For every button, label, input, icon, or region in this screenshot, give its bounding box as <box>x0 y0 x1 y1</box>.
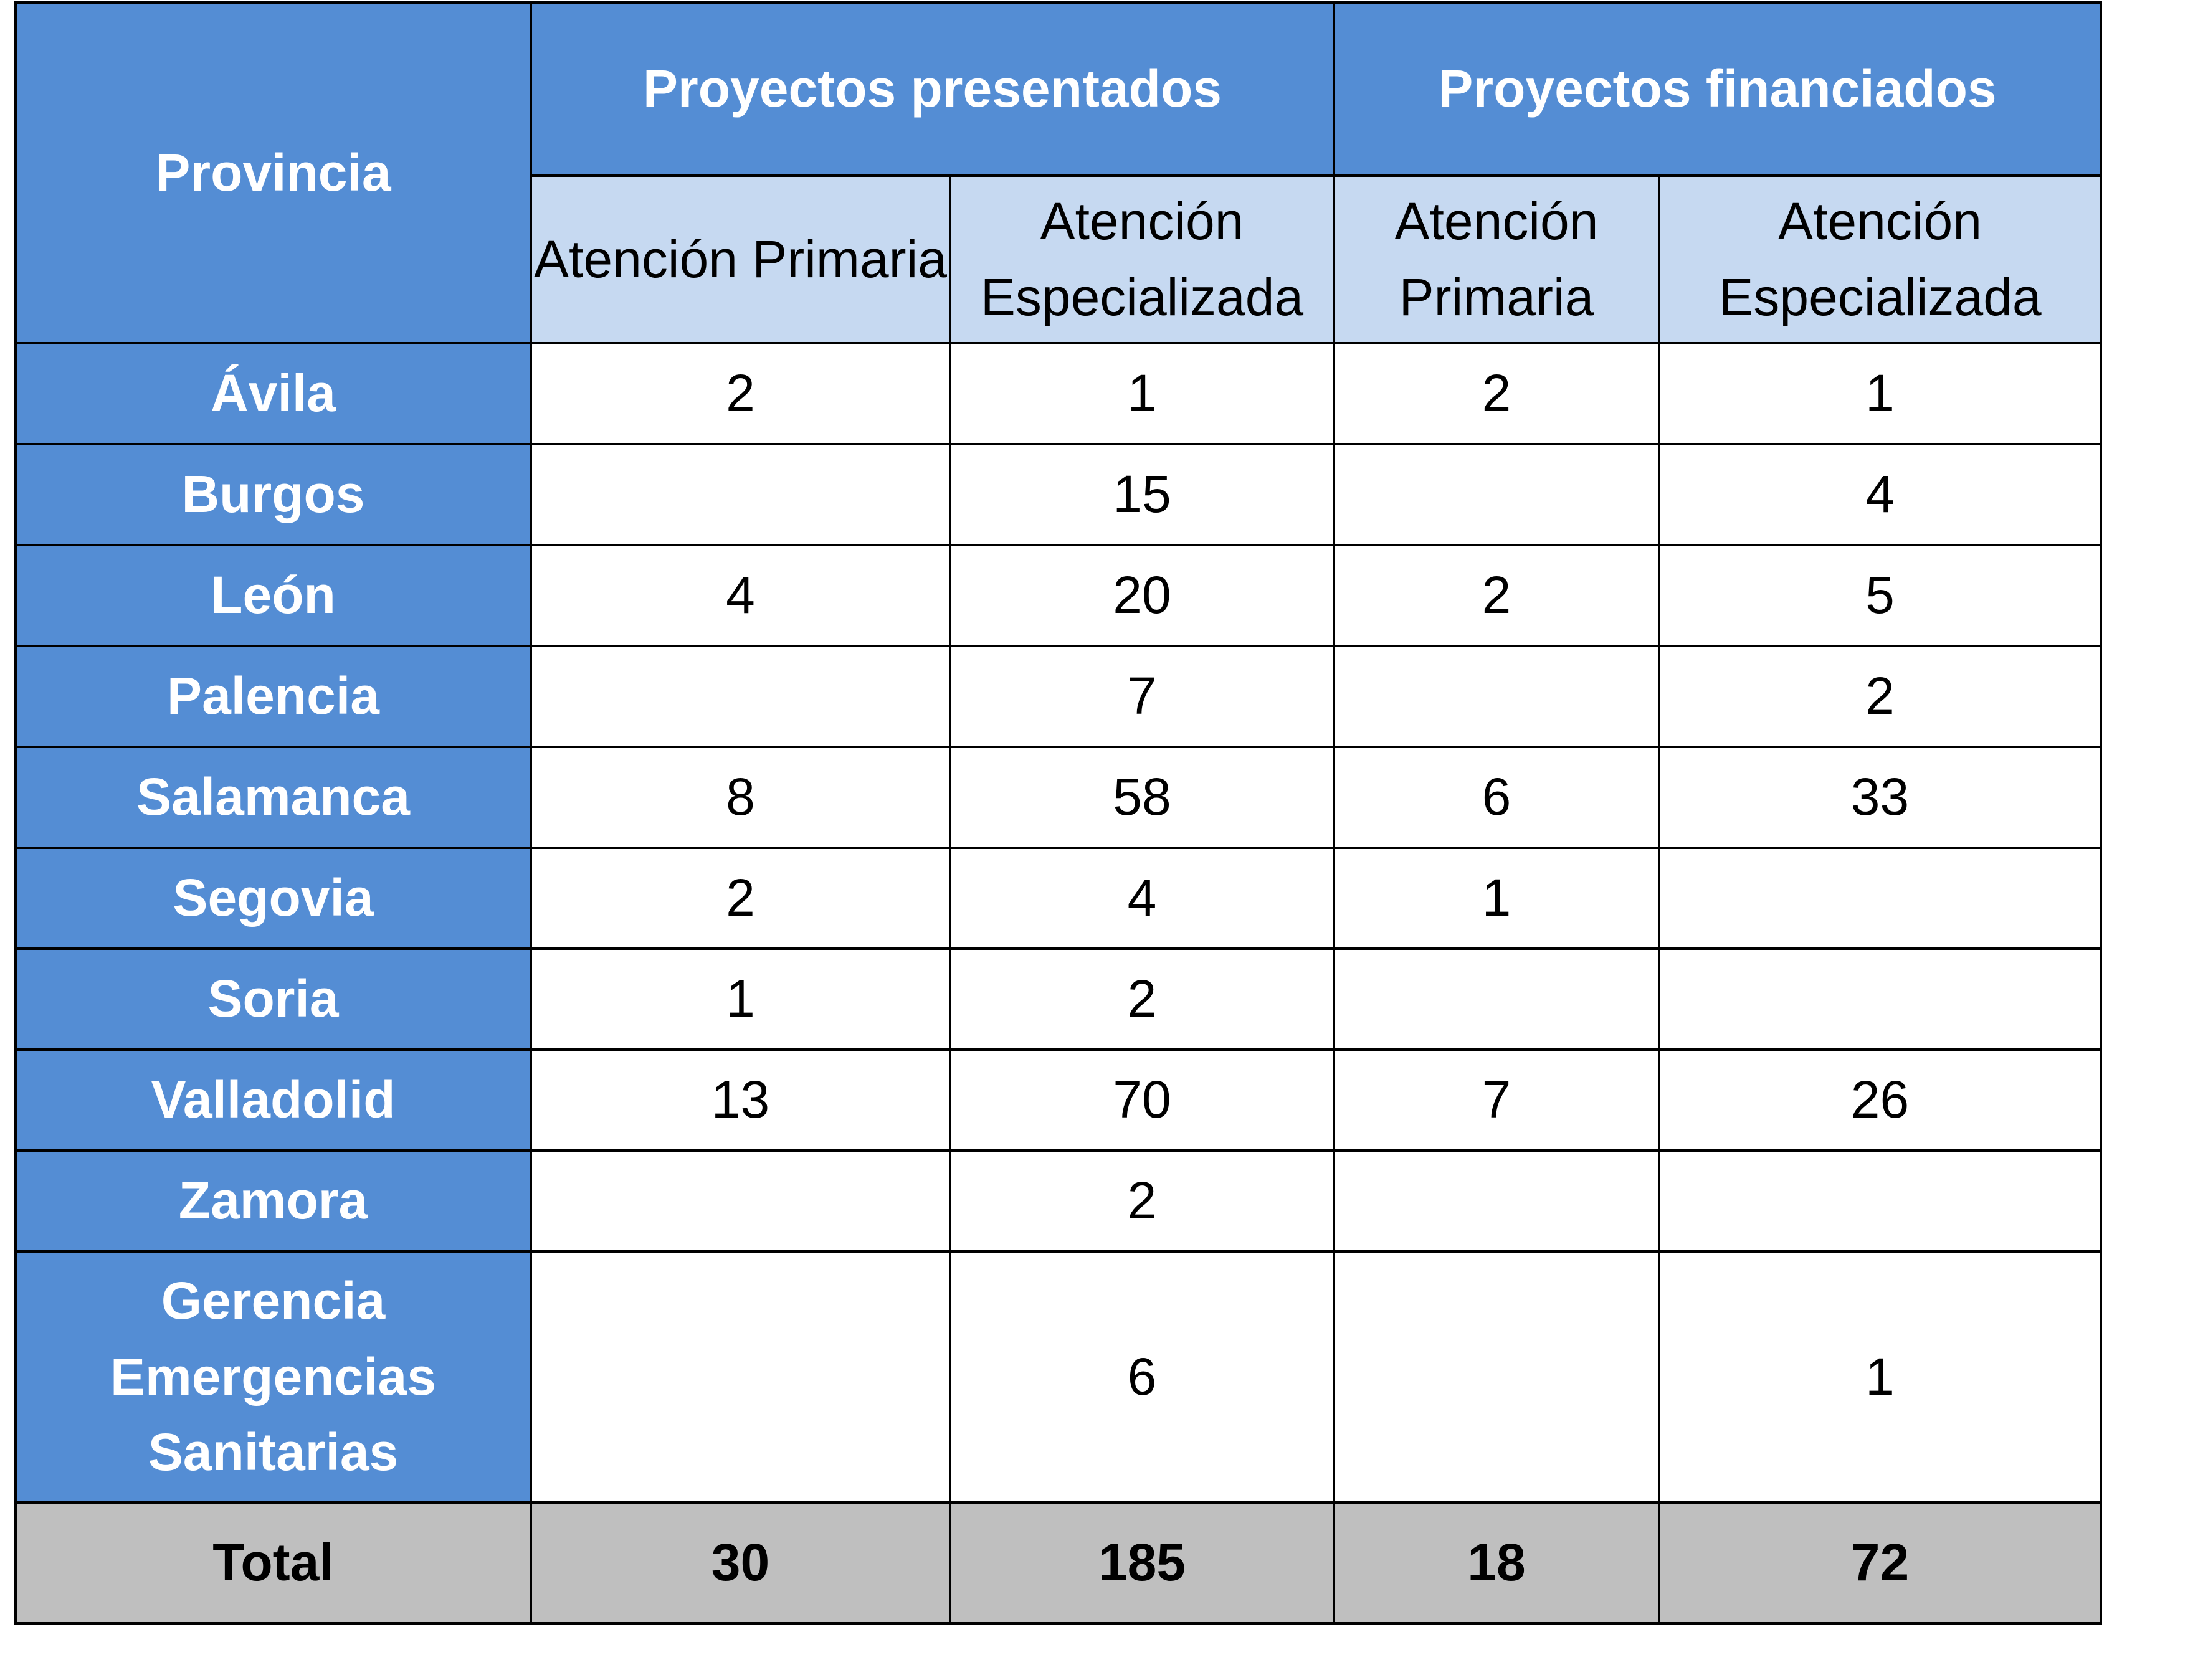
financiados-primaria-cell <box>1333 947 1660 1051</box>
presentados-primaria-cell <box>530 645 951 748</box>
header-proyectos-financiados: Proyectos financiados <box>1333 1 2102 177</box>
presentados-primaria-cell: 2 <box>530 847 951 950</box>
provincia-cell: Soria <box>14 947 532 1051</box>
header-row-groups: Provincia Proyectos presentados Proyecto… <box>14 1 2102 344</box>
financiados-primaria-cell <box>1333 1149 1660 1253</box>
table-row: León 4 20 2 5 <box>14 544 2102 647</box>
financiados-primaria-cell: 7 <box>1333 1048 1660 1152</box>
table-row: Salamanca 8 58 6 33 <box>14 746 2102 849</box>
header-proyectos-presentados: Proyectos presentados <box>530 1 1335 177</box>
financiados-primaria-cell: 1 <box>1333 847 1660 950</box>
financiados-especializada-cell: 4 <box>1658 443 2102 546</box>
table-row: Palencia 7 2 <box>14 645 2102 748</box>
financiados-primaria-cell: 2 <box>1333 342 1660 445</box>
provincia-cell: Gerencia Emergencias Sanitarias <box>14 1250 532 1504</box>
projects-table: Provincia Proyectos presentados Proyecto… <box>14 1 2102 1625</box>
presentados-especializada-cell: 2 <box>949 1149 1335 1253</box>
financiados-especializada-cell: 5 <box>1658 544 2102 647</box>
financiados-especializada-cell: 33 <box>1658 746 2102 849</box>
provincia-cell: Zamora <box>14 1149 532 1253</box>
provincia-cell: León <box>14 544 532 647</box>
presentados-especializada-cell: 6 <box>949 1250 1335 1504</box>
table-row: Segovia 2 4 1 <box>14 847 2102 950</box>
total-presentados-primaria: 30 <box>530 1501 951 1625</box>
table-row: Soria 1 2 <box>14 947 2102 1051</box>
presentados-especializada-cell: 15 <box>949 443 1335 546</box>
presentados-primaria-cell: 2 <box>530 342 951 445</box>
header-row-sub: Atención Primaria Atención Especializada… <box>16 174 2102 344</box>
presentados-primaria-cell <box>530 1250 951 1504</box>
financiados-primaria-cell: 6 <box>1333 746 1660 849</box>
presentados-primaria-cell: 13 <box>530 1048 951 1152</box>
financiados-especializada-cell: 26 <box>1658 1048 2102 1152</box>
financiados-primaria-cell: 2 <box>1333 544 1660 647</box>
financiados-especializada-cell: 2 <box>1658 645 2102 748</box>
table-row: Zamora 2 <box>14 1149 2102 1253</box>
presentados-primaria-cell: 1 <box>530 947 951 1051</box>
provincia-cell: Salamanca <box>14 746 532 849</box>
financiados-especializada-cell <box>1658 1149 2102 1253</box>
header-provincia: Provincia <box>14 1 532 344</box>
total-financiados-primaria: 18 <box>1333 1501 1660 1625</box>
total-label: Total <box>14 1501 532 1625</box>
financiados-primaria-cell <box>1333 1250 1660 1504</box>
presentados-especializada-cell: 20 <box>949 544 1335 647</box>
header-presentados-especializada: Atención Especializada <box>949 174 1335 344</box>
header-financiados-especializada: Atención Especializada <box>1658 174 2102 344</box>
total-financiados-especializada: 72 <box>1658 1501 2102 1625</box>
presentados-primaria-cell: 4 <box>530 544 951 647</box>
presentados-especializada-cell: 7 <box>949 645 1335 748</box>
presentados-especializada-cell: 2 <box>949 947 1335 1051</box>
table-row: Ávila 2 1 2 1 <box>14 342 2102 445</box>
financiados-especializada-cell: 1 <box>1658 342 2102 445</box>
provincia-cell: Ávila <box>14 342 532 445</box>
presentados-especializada-cell: 1 <box>949 342 1335 445</box>
financiados-especializada-cell <box>1658 947 2102 1051</box>
presentados-primaria-cell <box>530 443 951 546</box>
presentados-especializada-cell: 58 <box>949 746 1335 849</box>
presentados-especializada-cell: 70 <box>949 1048 1335 1152</box>
presentados-primaria-cell: 8 <box>530 746 951 849</box>
financiados-especializada-cell <box>1658 847 2102 950</box>
financiados-especializada-cell: 1 <box>1658 1250 2102 1504</box>
total-row: Total 30 185 18 72 <box>14 1501 2102 1625</box>
provincia-cell: Burgos <box>14 443 532 546</box>
provincia-cell: Segovia <box>14 847 532 950</box>
provincia-cell: Palencia <box>14 645 532 748</box>
total-presentados-especializada: 185 <box>949 1501 1335 1625</box>
table-row: Gerencia Emergencias Sanitarias 6 1 <box>14 1250 2102 1504</box>
table-row: Valladolid 13 70 7 26 <box>14 1048 2102 1152</box>
presentados-primaria-cell <box>530 1149 951 1253</box>
financiados-primaria-cell <box>1333 645 1660 748</box>
header-financiados-primaria: Atención Primaria <box>1333 174 1660 344</box>
header-presentados-primaria: Atención Primaria <box>530 174 951 344</box>
presentados-especializada-cell: 4 <box>949 847 1335 950</box>
table-row: Burgos 15 4 <box>14 443 2102 546</box>
financiados-primaria-cell <box>1333 443 1660 546</box>
provincia-cell: Valladolid <box>14 1048 532 1152</box>
